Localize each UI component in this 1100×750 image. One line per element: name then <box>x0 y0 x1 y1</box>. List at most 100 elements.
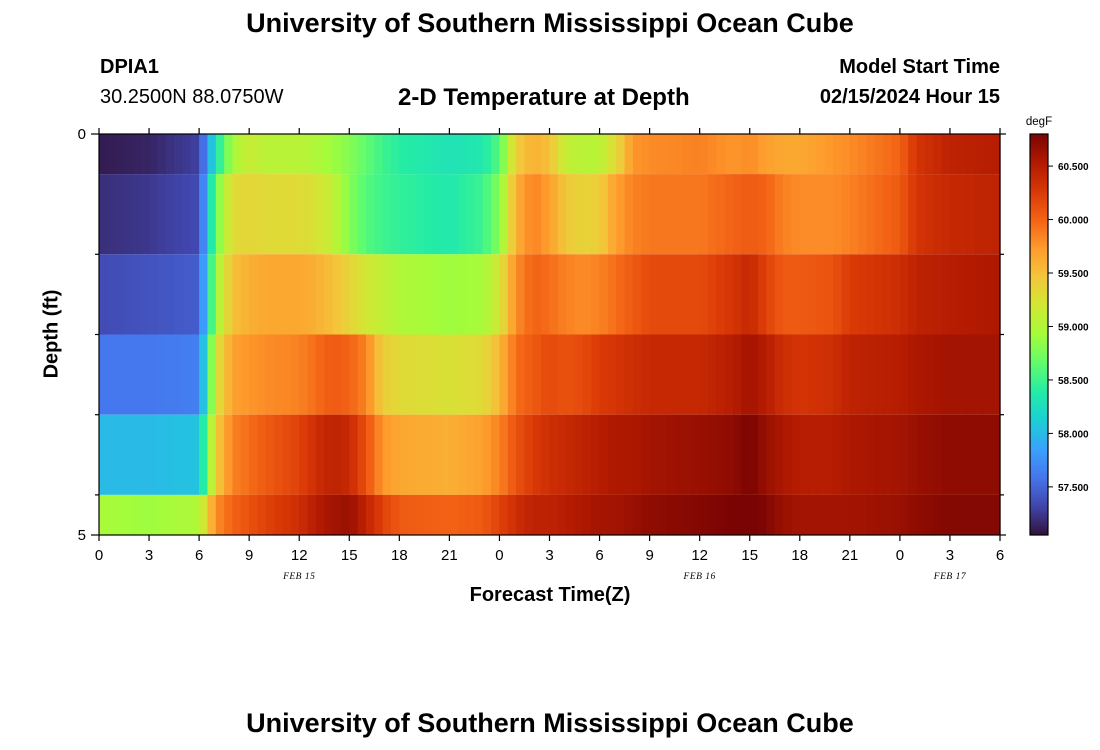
x-tick-label: 12 <box>691 547 708 564</box>
heatmap-cell <box>541 134 551 175</box>
heatmap-cell <box>824 334 834 415</box>
heatmap-cell <box>574 174 584 255</box>
heatmap-cell <box>574 334 584 415</box>
heatmap-cell <box>624 334 634 415</box>
heatmap-cell <box>282 254 292 335</box>
heatmap-cell <box>899 254 909 335</box>
heatmap-cell <box>215 414 225 495</box>
heatmap-cell <box>299 174 309 255</box>
heatmap-cell <box>432 334 442 415</box>
heatmap-cell <box>424 174 434 255</box>
heatmap-cell <box>374 134 384 175</box>
heatmap-cell <box>783 254 793 335</box>
colorbar-tick-label: 60.000 <box>1058 216 1089 227</box>
heatmap-cell <box>157 134 167 175</box>
heatmap-cell <box>883 134 893 175</box>
heatmap-row-0-0.5 <box>99 134 1001 175</box>
heatmap-cell <box>249 134 259 175</box>
heatmap-cell <box>449 414 459 495</box>
heatmap-cell <box>165 254 175 335</box>
heatmap-cell <box>941 414 951 495</box>
heatmap-cell <box>290 174 300 255</box>
heatmap-cell <box>908 134 918 175</box>
heatmap-cell <box>124 134 133 175</box>
heatmap-cell <box>666 494 676 535</box>
heatmap-cell <box>582 134 592 175</box>
heatmap-cell <box>924 494 934 535</box>
heatmap-cell <box>107 414 117 495</box>
heatmap-cell <box>974 254 984 335</box>
heatmap-cell <box>624 254 634 335</box>
heatmap-cell <box>340 174 350 255</box>
heatmap-cell <box>365 174 375 255</box>
heatmap-cell <box>507 334 517 415</box>
heatmap-cell <box>874 254 884 335</box>
heatmap-cell <box>591 134 601 175</box>
y-axis-label: Depth (ft) <box>40 289 63 379</box>
heatmap-cell <box>140 174 150 255</box>
heatmap-cell <box>724 494 734 535</box>
heatmap-cell <box>449 334 459 415</box>
heatmap-cell <box>407 334 417 415</box>
heatmap-cell <box>157 494 167 535</box>
heatmap-cell <box>632 174 642 255</box>
heatmap-cell <box>749 174 759 255</box>
heatmap-cell <box>416 254 425 335</box>
heatmap-cell <box>549 414 559 495</box>
heatmap-cell <box>966 134 976 175</box>
heatmap-cell <box>916 334 926 415</box>
heatmap-cell <box>249 414 259 495</box>
heatmap-cell <box>733 254 742 335</box>
heatmap-cell <box>332 134 342 175</box>
heatmap-cell <box>599 414 609 495</box>
heatmap-cell <box>674 134 684 175</box>
heatmap-cell <box>816 174 826 255</box>
heatmap-cell <box>591 494 601 535</box>
heatmap-cell <box>432 494 442 535</box>
heatmap-cell <box>716 414 726 495</box>
heatmap-cell <box>449 254 459 335</box>
heatmap-cell <box>908 254 918 335</box>
heatmap-cell <box>632 134 642 175</box>
heatmap-cell <box>274 494 284 535</box>
heatmap-cell <box>783 174 793 255</box>
heatmap-cell <box>357 414 367 495</box>
heatmap-cell <box>774 494 784 535</box>
heatmap-cell <box>182 134 192 175</box>
heatmap-cell <box>157 254 167 335</box>
heatmap-cell <box>541 494 551 535</box>
heatmap-cell <box>699 174 709 255</box>
heatmap-cell <box>808 174 818 255</box>
heatmap-cell <box>874 414 884 495</box>
heatmap-cell <box>941 494 951 535</box>
heatmap-cell <box>399 174 409 255</box>
heatmap-cell <box>607 494 617 535</box>
heatmap-cell <box>899 414 909 495</box>
heatmap-cell <box>708 254 717 335</box>
heatmap-cell <box>507 134 517 175</box>
heatmap-cell <box>249 494 259 535</box>
heatmap-cell <box>199 414 209 495</box>
heatmap-cell <box>399 414 409 495</box>
heatmap-cell <box>190 174 200 255</box>
heatmap-cell <box>691 174 701 255</box>
heatmap-cell <box>941 334 951 415</box>
heatmap-cell <box>124 414 133 495</box>
heatmap-cell <box>716 334 726 415</box>
heatmap-cell <box>758 174 767 255</box>
heatmap-cell <box>874 334 884 415</box>
heatmap-cell <box>741 254 751 335</box>
heatmap-cell <box>315 134 325 175</box>
heatmap-cell <box>374 414 384 495</box>
heatmap-cell <box>674 174 684 255</box>
heatmap-cell <box>791 414 801 495</box>
heatmap-cell <box>716 254 726 335</box>
heatmap-cell <box>958 134 968 175</box>
heatmap-cell <box>899 134 909 175</box>
heatmap-cell <box>232 254 242 335</box>
heatmap-cell <box>966 334 976 415</box>
heatmap-cell <box>190 334 200 415</box>
heatmap-cell <box>607 134 617 175</box>
heatmap-cell <box>733 174 742 255</box>
heatmap-cell <box>783 494 793 535</box>
